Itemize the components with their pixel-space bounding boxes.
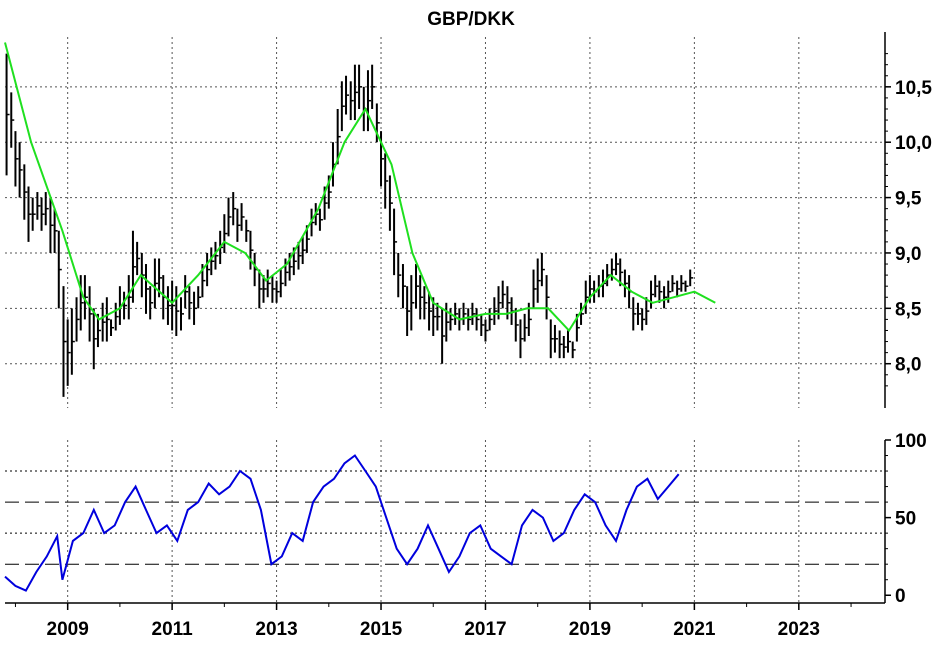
x-tick-label: 2011	[152, 619, 194, 640]
x-tick-label: 2009	[47, 619, 89, 640]
y-tick-label-bottom: 100	[895, 431, 927, 452]
y-tick-label-top: 10,0	[895, 133, 932, 154]
x-tick-label: 2021	[673, 619, 716, 640]
y-tick-label-top: 8,5	[895, 299, 922, 320]
x-tick-label: 2015	[360, 619, 403, 640]
y-tick-label-top: 9,5	[895, 189, 922, 210]
x-tick-label: 2019	[569, 619, 611, 640]
y-tick-label-top: 10,5	[895, 78, 932, 99]
y-tick-label-bottom: 0	[895, 586, 906, 607]
axes: 8,0 8,5 9,0 9,5 10,0 10,5 0 50 100 2009 2011 2013 20…	[5, 32, 932, 640]
x-tick-label: 2017	[464, 619, 506, 640]
y-tick-label-top: 8,0	[895, 355, 921, 376]
chart-title: GBP/DKK	[427, 9, 515, 30]
x-tick-label: 2023	[778, 619, 820, 640]
price-panel	[4, 37, 885, 408]
moving-average-line	[4, 42, 716, 333]
oscillator-line	[4, 454, 680, 592]
y-tick-label-bottom: 50	[895, 509, 916, 530]
y-tick-label-top: 9,0	[895, 244, 921, 265]
oscillator-panel	[4, 440, 885, 603]
x-tick-label: 2013	[255, 619, 297, 640]
